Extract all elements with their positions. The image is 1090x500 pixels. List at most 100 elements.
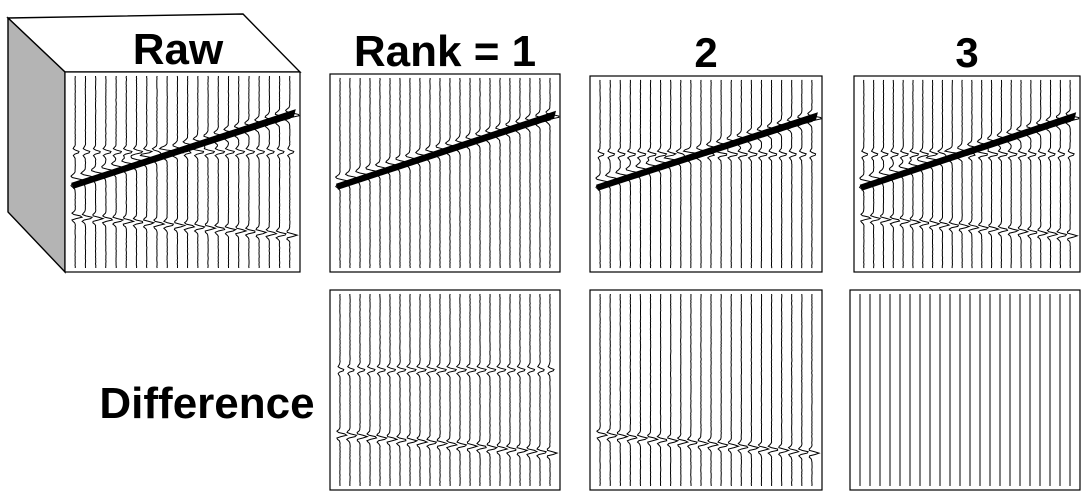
seismic-trace — [595, 79, 610, 269]
seismic-trace — [1006, 79, 1022, 269]
seismic-trace — [916, 79, 934, 269]
seismic-trace — [606, 293, 618, 487]
seismic-trace — [614, 79, 632, 269]
seismic-trace — [986, 79, 1003, 269]
seismic-trace — [406, 293, 419, 487]
seismic-trace — [484, 77, 501, 269]
panel-raw — [64, 71, 301, 273]
seismic-trace — [737, 293, 749, 487]
seismic-trace — [475, 77, 490, 269]
seismic-trace — [797, 293, 809, 487]
seismic-trace — [787, 293, 800, 487]
seismic-trace — [656, 293, 668, 487]
seismic-trace — [736, 79, 751, 269]
seismic-trace — [796, 79, 813, 269]
seismic-trace — [604, 79, 622, 269]
seismic-trace — [80, 75, 97, 268]
seismic-trace — [213, 75, 228, 269]
seismic-trace — [254, 75, 270, 269]
seismic-trace — [394, 77, 411, 269]
seismic-trace — [937, 79, 951, 269]
seismic-trace — [158, 75, 185, 269]
seismic-trace — [1016, 79, 1032, 269]
seismic-trace — [354, 77, 372, 269]
panel-rank1 — [329, 73, 561, 273]
rank-3-label: 3 — [955, 29, 979, 76]
seismic-trace — [425, 294, 438, 487]
panel-frame — [589, 75, 823, 273]
seismic-trace — [807, 79, 822, 269]
raw-data-cube — [6, 13, 302, 274]
seismic-trace — [182, 75, 198, 269]
seismic-trace — [466, 293, 479, 487]
seismic-trace — [686, 293, 698, 487]
raw-label: Raw — [132, 25, 224, 74]
seismic-trace — [1026, 79, 1041, 269]
seismic-trace — [139, 75, 157, 269]
dipping-event-wedge — [336, 110, 556, 190]
seismic-trace — [858, 79, 874, 269]
seismic-trace — [675, 79, 689, 269]
seismic-trace — [757, 293, 771, 487]
dipping-event-wedge — [71, 109, 296, 189]
seismic-trace — [654, 79, 672, 269]
seismic-trace — [925, 79, 942, 269]
seismic-trace — [1065, 79, 1080, 269]
seismic-trace — [435, 293, 449, 487]
seismic-trace — [955, 79, 973, 269]
seismic-trace — [756, 79, 773, 269]
seismic-trace — [713, 79, 733, 269]
seismic-trace — [170, 75, 189, 269]
seismic-trace — [415, 293, 429, 487]
seismic-trace — [524, 77, 542, 269]
panel-frame — [853, 75, 1081, 273]
seismic-trace — [746, 79, 763, 269]
panel-frame — [64, 71, 301, 273]
seismic-trace — [444, 77, 461, 269]
seismic-trace — [868, 79, 885, 269]
seismic-trace — [284, 75, 300, 269]
seismic-trace — [434, 77, 451, 269]
seismic-trace — [376, 293, 388, 487]
seismic-trace — [536, 293, 547, 487]
seismic-trace — [546, 293, 559, 487]
panel-frame — [329, 73, 561, 273]
seismic-trace — [766, 79, 783, 269]
seismic-trace — [1035, 79, 1051, 269]
panel-rank3 — [853, 75, 1081, 273]
seismic-trace — [616, 293, 630, 487]
panel-diff2 — [589, 289, 823, 491]
seismic-trace — [666, 293, 680, 487]
seismic-trace — [366, 293, 378, 487]
seismic-trace — [707, 293, 720, 487]
seismic-trace — [264, 75, 281, 269]
seismic-trace — [496, 293, 509, 487]
panel-frame — [589, 289, 823, 491]
seismic-trace — [725, 79, 742, 269]
seismic-trace — [190, 75, 210, 269]
seismic-trace — [966, 79, 982, 269]
seismic-trace — [1055, 79, 1071, 269]
seismic-trace — [747, 293, 760, 487]
seismic-trace — [697, 293, 710, 487]
rank-1-label: Rank = 1 — [353, 27, 537, 76]
panel-diff3 — [849, 289, 1081, 491]
seismic-trace — [445, 293, 459, 487]
seismic-trace — [776, 79, 792, 269]
seismic-trace — [90, 75, 108, 269]
seismic-trace — [878, 79, 895, 269]
panel-rank2 — [589, 75, 823, 273]
seismic-trace — [243, 75, 260, 269]
seismic-trace — [345, 294, 358, 487]
seismic-trace — [404, 77, 420, 269]
seismic-trace — [336, 293, 348, 487]
seismic-trace — [464, 77, 481, 269]
seismic-trace — [676, 293, 690, 487]
seismic-trace — [705, 79, 722, 269]
seismic-trace — [717, 293, 729, 486]
seismic-trace — [130, 75, 148, 269]
seismic-trace — [70, 75, 86, 269]
seismic-trace — [996, 79, 1011, 269]
seismic-trace — [334, 77, 350, 269]
seismic-trace — [663, 79, 681, 269]
